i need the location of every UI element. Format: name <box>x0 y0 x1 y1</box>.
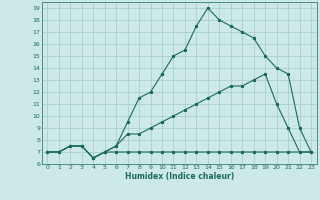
X-axis label: Humidex (Indice chaleur): Humidex (Indice chaleur) <box>124 172 234 181</box>
